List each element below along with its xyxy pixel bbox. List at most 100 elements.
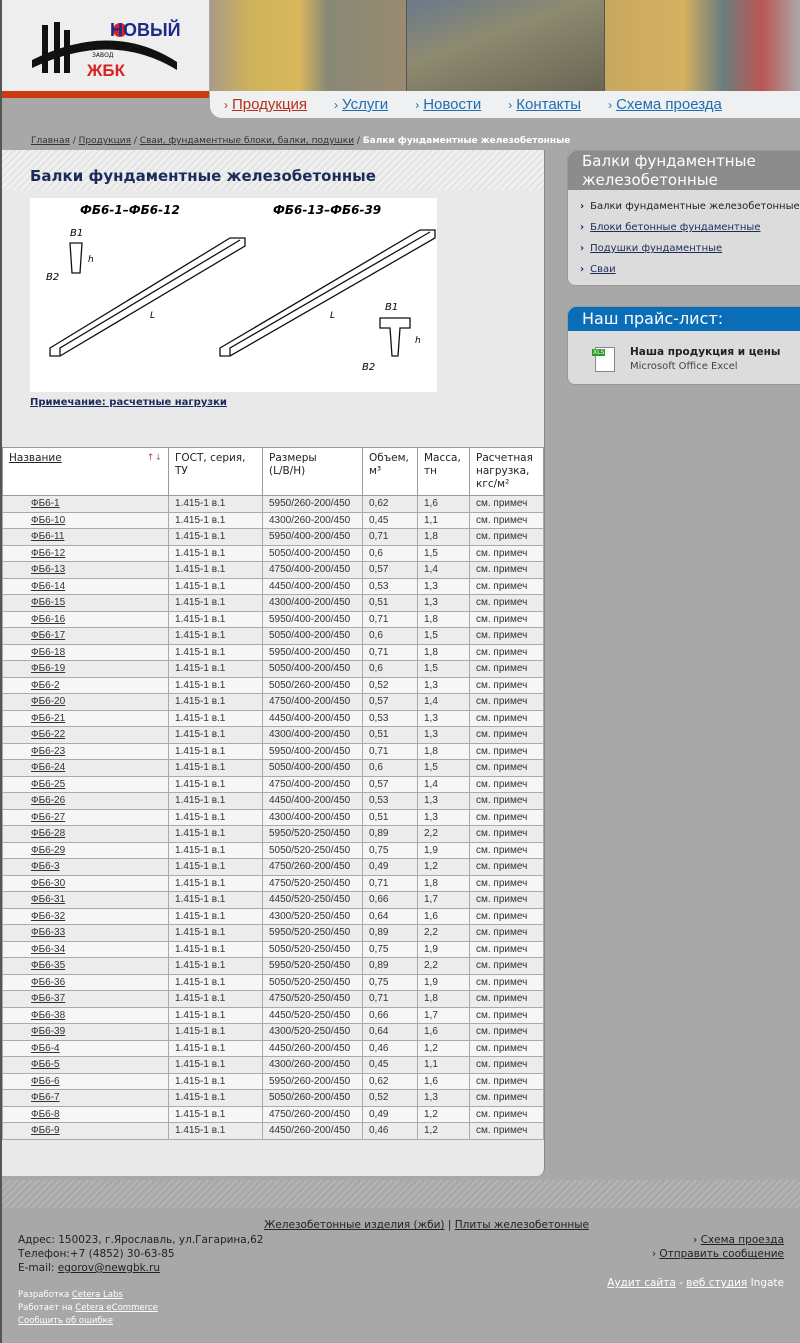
cell: 1.415-1 в.1 bbox=[168, 726, 263, 744]
sort-desc-icon[interactable]: ↓ bbox=[154, 453, 162, 463]
product-link[interactable]: ФБ6-29 bbox=[31, 844, 66, 856]
product-link[interactable]: ФБ6-32 bbox=[31, 910, 66, 922]
product-link[interactable]: ФБ6-13 bbox=[31, 564, 66, 576]
cell: см. примеч bbox=[469, 610, 544, 628]
nav-item-1[interactable]: › Услуги bbox=[334, 96, 389, 113]
breadcrumb-category[interactable]: Сваи, фундаментные блоки, балки, подушки bbox=[139, 136, 355, 146]
footer-studio-link[interactable]: веб студия bbox=[686, 1277, 748, 1289]
product-link[interactable]: ФБ6-21 bbox=[31, 712, 66, 724]
product-link[interactable]: ФБ6-6 bbox=[31, 1075, 60, 1087]
cell: 1,3 bbox=[417, 594, 470, 612]
cell: 1.415-1 в.1 bbox=[168, 660, 263, 678]
cell: 0,52 bbox=[362, 1089, 418, 1107]
product-link[interactable]: ФБ6-11 bbox=[31, 531, 65, 543]
cell: 0,52 bbox=[362, 676, 418, 694]
product-link[interactable]: ФБ6-25 bbox=[31, 778, 66, 790]
cell: 5050/520-250/450 bbox=[262, 841, 363, 859]
cell: 0,66 bbox=[362, 1006, 418, 1024]
product-link[interactable]: ФБ6-27 bbox=[31, 811, 66, 823]
footer-audit-link[interactable]: Аудит сайта bbox=[607, 1277, 676, 1289]
cell: 0,46 bbox=[362, 1039, 418, 1057]
product-link[interactable]: ФБ6-24 bbox=[31, 762, 66, 774]
product-link[interactable]: ФБ6-10 bbox=[31, 514, 66, 526]
product-link[interactable]: ФБ6-20 bbox=[31, 696, 66, 708]
product-link[interactable]: ФБ6-17 bbox=[31, 630, 66, 642]
product-link[interactable]: ФБ6-19 bbox=[31, 663, 66, 675]
product-link[interactable]: ФБ6-3 bbox=[31, 861, 60, 873]
sidebar-item-2[interactable]: › Подушки фундаментные bbox=[580, 241, 800, 257]
cell: 5950/260-200/450 bbox=[262, 1072, 363, 1090]
cell: 0,6 bbox=[362, 627, 418, 645]
sidebar-item-0[interactable]: › Балки фундаментные железобетонные bbox=[580, 199, 800, 215]
footer-works-link[interactable]: Cetera eCommerce bbox=[75, 1303, 158, 1313]
product-link[interactable]: ФБ6-34 bbox=[31, 943, 66, 955]
breadcrumb-home[interactable]: Главная bbox=[31, 136, 70, 146]
col-volume: Объем, м³ bbox=[362, 447, 418, 496]
cell: 0,71 bbox=[362, 610, 418, 628]
product-link[interactable]: ФБ6-1 bbox=[31, 498, 60, 510]
footer-link-plates[interactable]: Плиты железобетонные bbox=[454, 1219, 589, 1231]
breadcrumb-products[interactable]: Продукция bbox=[78, 136, 132, 146]
product-link[interactable]: ФБ6-14 bbox=[31, 580, 66, 592]
excel-file-icon[interactable]: XLS bbox=[592, 347, 615, 372]
product-link[interactable]: ФБ6-30 bbox=[31, 877, 66, 889]
table-row: ФБ6-24 1.415-1 в.1 5050/400-200/450 0,6 1,5 с… bbox=[2, 759, 544, 777]
footer-report-link[interactable]: Сообщить об ошибке bbox=[18, 1316, 114, 1326]
product-link[interactable]: ФБ6-12 bbox=[31, 547, 66, 559]
cell: см. примеч bbox=[469, 627, 544, 645]
product-link[interactable]: ФБ6-16 bbox=[31, 613, 66, 625]
logo[interactable]: НОВЫЙ ЗАВОД ЖБК bbox=[2, 0, 209, 91]
product-link[interactable]: ФБ6-38 bbox=[31, 1009, 66, 1021]
cell: см. примеч bbox=[469, 1122, 544, 1140]
sort-asc-icon[interactable]: ↑ bbox=[146, 453, 155, 463]
product-link[interactable]: ФБ6-5 bbox=[31, 1059, 60, 1071]
main-nav: › Продукция › Услуги › Новости › Контакты › Схема… bbox=[210, 91, 800, 118]
col-mass: Масса, тн bbox=[417, 447, 470, 496]
footer-address: Адрес: 150023, г.Ярославль, ул.Гагарина,… bbox=[18, 1234, 264, 1246]
product-link[interactable]: ФБ6-26 bbox=[31, 795, 66, 807]
price-link[interactable]: Наша продукция и цены bbox=[630, 346, 781, 358]
footer-route-link[interactable]: Схема проезда bbox=[700, 1234, 784, 1246]
product-link[interactable]: ФБ6-33 bbox=[31, 927, 66, 939]
nav-item-3[interactable]: › Контакты bbox=[508, 96, 582, 113]
product-link[interactable]: ФБ6-35 bbox=[31, 960, 66, 972]
product-link[interactable]: ФБ6-15 bbox=[31, 597, 66, 609]
cell: см. примеч bbox=[469, 841, 544, 859]
product-link[interactable]: ФБ6-39 bbox=[31, 1026, 66, 1038]
footer-message-link[interactable]: Отправить сообщение bbox=[659, 1248, 784, 1260]
product-link[interactable]: ФБ6-2 bbox=[31, 679, 60, 691]
cell: 1.415-1 в.1 bbox=[168, 528, 263, 546]
product-link[interactable]: ФБ6-7 bbox=[31, 1092, 60, 1104]
product-link[interactable]: ФБ6-37 bbox=[31, 993, 66, 1005]
sidebar-item-1[interactable]: › Блоки бетонные фундаментные bbox=[580, 220, 800, 236]
product-link[interactable]: ФБ6-9 bbox=[31, 1125, 60, 1137]
cell: 1.415-1 в.1 bbox=[168, 825, 263, 843]
cell: 4300/400-200/450 bbox=[262, 726, 363, 744]
col-name[interactable]: Название ↑↓ bbox=[2, 447, 169, 496]
cell: 0,66 bbox=[362, 891, 418, 909]
nav-item-2[interactable]: › Новости bbox=[415, 96, 482, 113]
cell: см. примеч bbox=[469, 742, 544, 760]
cell: 1.415-1 в.1 bbox=[168, 610, 263, 628]
cell: 0,6 bbox=[362, 544, 418, 562]
product-link[interactable]: ФБ6-36 bbox=[31, 976, 66, 988]
cell: 4300/260-200/450 bbox=[262, 1056, 363, 1074]
cell: 1.415-1 в.1 bbox=[168, 874, 263, 892]
note-link[interactable]: Примечание: расчетные нагрузки bbox=[30, 397, 227, 408]
nav-item-4[interactable]: › Схема проезда bbox=[608, 96, 722, 113]
footer-dev-link[interactable]: Cetera Labs bbox=[71, 1290, 123, 1300]
product-link[interactable]: ФБ6-8 bbox=[31, 1108, 60, 1120]
product-link[interactable]: ФБ6-18 bbox=[31, 646, 66, 658]
product-link[interactable]: ФБ6-22 bbox=[31, 729, 66, 741]
table-row: ФБ6-18 1.415-1 в.1 5950/400-200/450 0,71 1,8… bbox=[2, 643, 544, 661]
nav-item-0[interactable]: › Продукция bbox=[224, 96, 308, 113]
product-link[interactable]: ФБ6-23 bbox=[31, 745, 66, 757]
product-link[interactable]: ФБ6-28 bbox=[31, 828, 66, 840]
product-link[interactable]: ФБ6-31 bbox=[31, 894, 66, 906]
cell: см. примеч bbox=[469, 924, 544, 942]
product-link[interactable]: ФБ6-4 bbox=[31, 1042, 60, 1054]
footer-link-zhbi[interactable]: Железобетонные изделия (жби) bbox=[264, 1219, 445, 1231]
sidebar-item-3[interactable]: › Сваи bbox=[580, 262, 800, 278]
footer-email[interactable]: egorov@newgbk.ru bbox=[57, 1262, 160, 1274]
cell: 4300/260-200/450 bbox=[262, 511, 363, 529]
